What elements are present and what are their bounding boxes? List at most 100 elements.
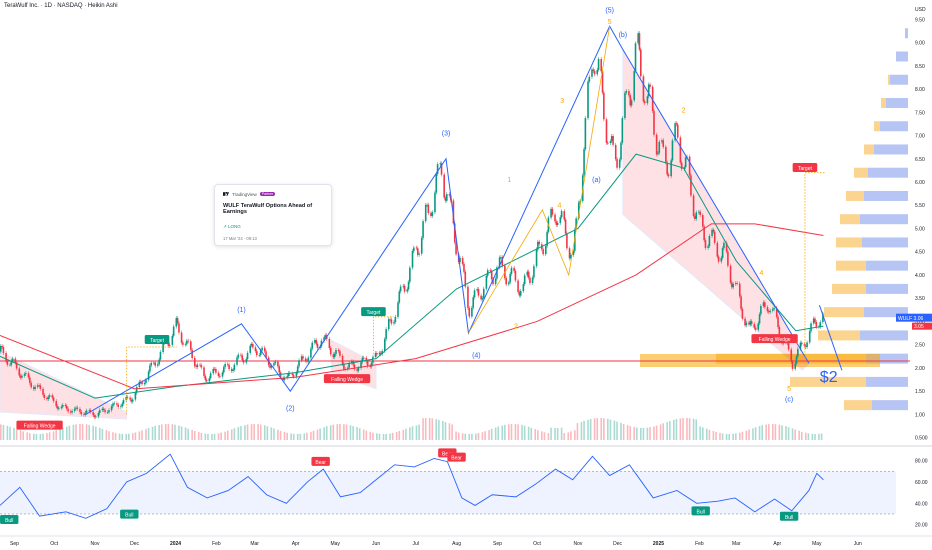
volume-bar xyxy=(646,427,649,440)
candle-body xyxy=(513,267,515,272)
volume-bar xyxy=(814,433,816,440)
candle-body xyxy=(630,100,633,106)
volume-bar xyxy=(475,433,477,440)
time-tick-label: Mar xyxy=(250,541,259,547)
price-tick-label: 3.50 xyxy=(915,296,925,302)
volume-bar xyxy=(721,433,724,440)
candle-body xyxy=(665,146,667,163)
volume-bar xyxy=(207,433,209,440)
candle-body xyxy=(242,360,245,363)
volume-bar xyxy=(418,424,420,440)
volume-bar xyxy=(22,431,25,440)
last-price-badge: WULF 3.06 xyxy=(898,316,924,322)
candle-body xyxy=(84,412,87,415)
candle-body xyxy=(47,396,50,400)
candle-body xyxy=(269,365,271,368)
candle-body xyxy=(32,387,35,390)
candle-body xyxy=(762,302,765,307)
rsi-band xyxy=(0,471,896,514)
idea-title[interactable]: WULF TeraWulf Options Ahead of Earnings xyxy=(223,203,313,215)
candle-body xyxy=(431,212,434,216)
candle-body xyxy=(11,358,14,361)
candle-body xyxy=(727,251,729,266)
volume-bar xyxy=(108,431,110,440)
candle-body xyxy=(406,289,409,292)
volume-profile-buy-bar xyxy=(874,144,908,155)
candle-body xyxy=(187,340,189,342)
volume-bar xyxy=(306,432,308,440)
pattern-tag: Falling Wedge xyxy=(759,337,791,343)
pattern-tag: Falling Wedge xyxy=(331,377,363,383)
candle-body xyxy=(413,247,415,252)
volume-profile-sell-bar xyxy=(832,283,866,294)
candle-body xyxy=(246,352,249,360)
volume-bar xyxy=(484,431,486,440)
candle-body xyxy=(609,141,612,144)
candle-body xyxy=(803,344,806,346)
candle-body xyxy=(190,341,192,350)
candle-body xyxy=(554,214,556,222)
volume-profile-sell-bar xyxy=(818,330,860,341)
volume-bar xyxy=(134,432,137,440)
candle-body xyxy=(522,284,525,292)
volume-bar xyxy=(180,426,183,440)
time-tick-label: Oct xyxy=(533,541,541,547)
candle-body xyxy=(399,286,402,292)
candle-body xyxy=(810,323,812,332)
candle-body xyxy=(394,316,397,322)
candle-body xyxy=(384,339,386,351)
volume-bar xyxy=(389,433,391,440)
candle-body xyxy=(65,405,68,409)
volume-bar xyxy=(204,433,207,440)
volume-bar xyxy=(296,433,299,440)
candle-body xyxy=(92,412,94,416)
volume-bar xyxy=(382,433,385,440)
candle-body xyxy=(416,248,419,255)
candle-body xyxy=(337,349,340,352)
candle-body xyxy=(676,124,679,138)
candle-body xyxy=(436,164,439,175)
rsi-tick-label: 20.00 xyxy=(915,523,928,529)
pattern-tag-bg xyxy=(361,307,386,317)
rsi-divergence-tag: Bull xyxy=(697,509,705,515)
volume-profile-buy-bar xyxy=(896,51,908,62)
candle-body xyxy=(250,343,253,346)
candle-body xyxy=(106,412,109,413)
volume-bar xyxy=(596,418,599,440)
candle-body xyxy=(579,200,581,203)
candle-body xyxy=(38,385,40,387)
candle-body xyxy=(434,192,436,213)
candle-body xyxy=(295,372,298,377)
volume-bar xyxy=(745,430,748,440)
candle-body xyxy=(791,361,794,369)
candle-body xyxy=(695,212,698,220)
candle-body xyxy=(463,263,465,272)
candle-body xyxy=(713,231,716,243)
candle-body xyxy=(519,291,522,296)
candle-body xyxy=(147,371,150,380)
volume-profile-sell-bar xyxy=(824,307,864,318)
idea-card[interactable]: TradingView Partner WULF TeraWulf Option… xyxy=(214,184,332,246)
volume-bar xyxy=(715,431,717,440)
time-tick-label: Oct xyxy=(50,541,58,547)
volume-bar xyxy=(468,433,471,440)
candle-body xyxy=(223,367,225,373)
time-tick-label: Feb xyxy=(212,541,221,547)
target-projection-line xyxy=(126,346,178,415)
volume-bar xyxy=(184,427,187,440)
volume-bar xyxy=(702,427,704,440)
candle-body xyxy=(769,310,771,313)
candle-body xyxy=(634,43,637,72)
candle-body xyxy=(98,410,101,413)
volume-bar xyxy=(42,433,44,440)
candle-body xyxy=(126,396,129,398)
candle-body xyxy=(180,332,183,343)
candle-body xyxy=(649,84,651,87)
volume-bar xyxy=(695,419,698,440)
volume-bar xyxy=(649,427,651,440)
candle-body xyxy=(704,240,707,248)
volume-bar xyxy=(336,424,339,440)
volume-bar xyxy=(187,428,189,440)
volume-bar xyxy=(768,424,770,440)
